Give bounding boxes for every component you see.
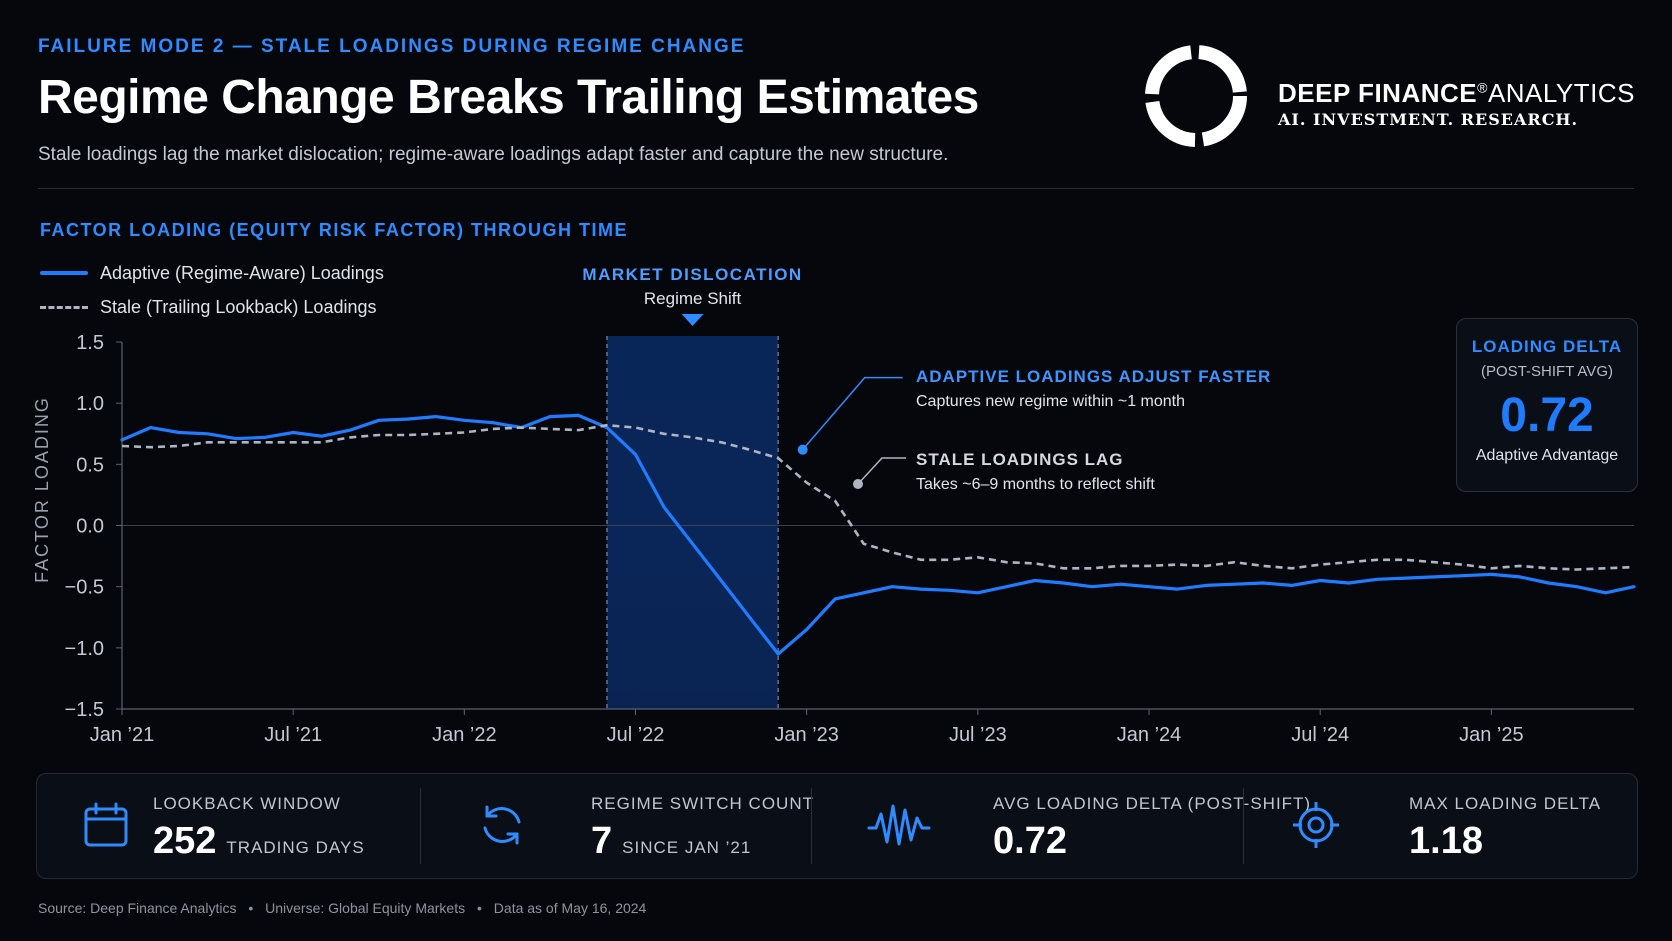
legend-item-adaptive: Adaptive (Regime-Aware) Loadings xyxy=(40,256,384,290)
adaptive-callout-subtitle: Captures new regime within ~1 month xyxy=(916,393,1185,410)
page-title: Regime Change Breaks Trailing Estimates xyxy=(38,71,979,124)
stat-label: MAX LOADING DELTA xyxy=(1409,794,1602,813)
stat-label: AVG LOADING DELTA (POST-SHIFT) xyxy=(993,794,1312,813)
stat-unit: TRADING DAYS xyxy=(226,838,365,857)
stat-label: REGIME SWITCH COUNT xyxy=(591,794,814,813)
stat-divider xyxy=(811,788,812,864)
stat-number: 1.18 xyxy=(1409,820,1483,862)
legend-label-adaptive: Adaptive (Regime-Aware) Loadings xyxy=(100,262,384,283)
x-tick-label: Jul ’21 xyxy=(264,724,322,746)
stat-number: 7 xyxy=(591,820,613,862)
stats-bar: LOOKBACK WINDOW 252 TRADING DAYS REGIME S… xyxy=(36,773,1638,879)
stat-divider xyxy=(420,788,421,864)
brand-name-bold: DEEP FINANCE xyxy=(1278,78,1478,108)
delta-card-value: 0.72 xyxy=(1500,389,1594,442)
adaptive-callout-leader xyxy=(802,376,903,451)
y-tick-label: −0.5 xyxy=(65,577,104,599)
calendar-icon xyxy=(84,802,128,847)
stat-label: LOOKBACK WINDOW xyxy=(153,794,341,813)
stale-callout-leader xyxy=(857,457,906,485)
dislocation-marker-icon xyxy=(681,314,704,326)
stale-callout-dot xyxy=(853,479,863,489)
chart-heading: FACTOR LOADING (EQUITY RISK FACTOR) THRO… xyxy=(40,220,629,240)
y-tick-label: 1.5 xyxy=(76,332,104,354)
stale-loadings-line xyxy=(121,423,1635,571)
page-subtitle: Stale loadings lag the market dislocatio… xyxy=(38,144,949,165)
stat-number: 252 xyxy=(153,820,217,862)
footer-source: Source: Deep Finance Analytics • Univers… xyxy=(38,900,654,916)
dislocation-sublabel: Regime Shift xyxy=(644,289,742,308)
y-tick-label: −1.0 xyxy=(65,638,104,660)
loading-delta-card: LOADING DELTA (POST-SHIFT AVG) 0.72 Adap… xyxy=(1456,318,1638,492)
stat-value: 1.18 xyxy=(1409,820,1483,863)
chart-legend: Adaptive (Regime-Aware) Loadings Stale (… xyxy=(40,256,384,324)
brand-tagline: AI. INVESTMENT. RESEARCH. xyxy=(1278,110,1579,129)
delta-card-sublabel: (POST-SHIFT AVG) xyxy=(1481,363,1613,380)
y-tick-label: 0.0 xyxy=(76,516,104,538)
delta-card-caption: Adaptive Advantage xyxy=(1475,447,1619,464)
x-tick-label: Jan ’25 xyxy=(1459,724,1524,746)
brand-name: DEEP FINANCE®ANALYTICS xyxy=(1278,78,1635,109)
header-divider xyxy=(38,188,1634,189)
wave-icon xyxy=(867,804,931,846)
adaptive-callout-dot xyxy=(797,444,808,455)
brand-name-light: ANALYTICS xyxy=(1487,78,1635,108)
adaptive-loadings-line xyxy=(120,413,1636,656)
refresh-icon xyxy=(483,805,521,845)
stale-callout-title: STALE LOADINGS LAG xyxy=(916,450,1124,469)
legend-swatch-dashed xyxy=(40,305,88,309)
ring-logo-icon xyxy=(1145,45,1247,147)
target-icon xyxy=(1293,802,1339,848)
footer-bullet: • xyxy=(477,900,482,916)
x-tick-label: Jul ’24 xyxy=(1291,724,1349,746)
eyebrow-label: FAILURE MODE 2 — STALE LOADINGS DURING R… xyxy=(38,36,746,57)
x-tick-label: Jan ’22 xyxy=(432,724,497,746)
y-tick-label: −1.5 xyxy=(65,699,104,721)
y-tick-label: 1.0 xyxy=(76,393,104,415)
dislocation-label: MARKET DISLOCATION xyxy=(582,265,802,284)
legend-label-stale: Stale (Trailing Lookback) Loadings xyxy=(100,296,377,317)
x-tick-label: Jan ’21 xyxy=(90,724,155,746)
stale-callout-subtitle: Takes ~6–9 months to reflect shift xyxy=(916,476,1155,493)
stat-number: 0.72 xyxy=(993,820,1067,862)
y-axis-title: FACTOR LOADING xyxy=(32,396,52,583)
stat-value: 0.72 xyxy=(993,820,1067,863)
footer-bullet: • xyxy=(248,900,254,916)
x-tick-label: Jul ’23 xyxy=(949,724,1007,746)
footer-asof-text: Data as of May 16, 2024 xyxy=(493,900,647,916)
stat-value: 252 TRADING DAYS xyxy=(153,820,365,863)
footer-source-text: Source: Deep Finance Analytics xyxy=(38,900,237,916)
stat-unit: SINCE JAN ’21 xyxy=(622,838,752,857)
legend-swatch-solid xyxy=(40,271,88,275)
x-tick-label: Jan ’23 xyxy=(774,724,839,746)
x-tick-label: Jan ’24 xyxy=(1117,724,1182,746)
x-tick-label: Jul ’22 xyxy=(607,724,665,746)
adaptive-callout-title: ADAPTIVE LOADINGS ADJUST FASTER xyxy=(916,367,1271,386)
delta-card-label: LOADING DELTA xyxy=(1471,337,1623,356)
legend-item-stale: Stale (Trailing Lookback) Loadings xyxy=(40,290,384,324)
stat-value: 7 SINCE JAN ’21 xyxy=(591,820,751,863)
y-tick-label: 0.5 xyxy=(76,454,104,476)
dislocation-shaded-region xyxy=(606,336,779,709)
footer-universe-text: Universe: Global Equity Markets xyxy=(265,900,466,916)
registered-mark: ® xyxy=(1477,79,1488,96)
stat-divider xyxy=(1243,788,1244,864)
